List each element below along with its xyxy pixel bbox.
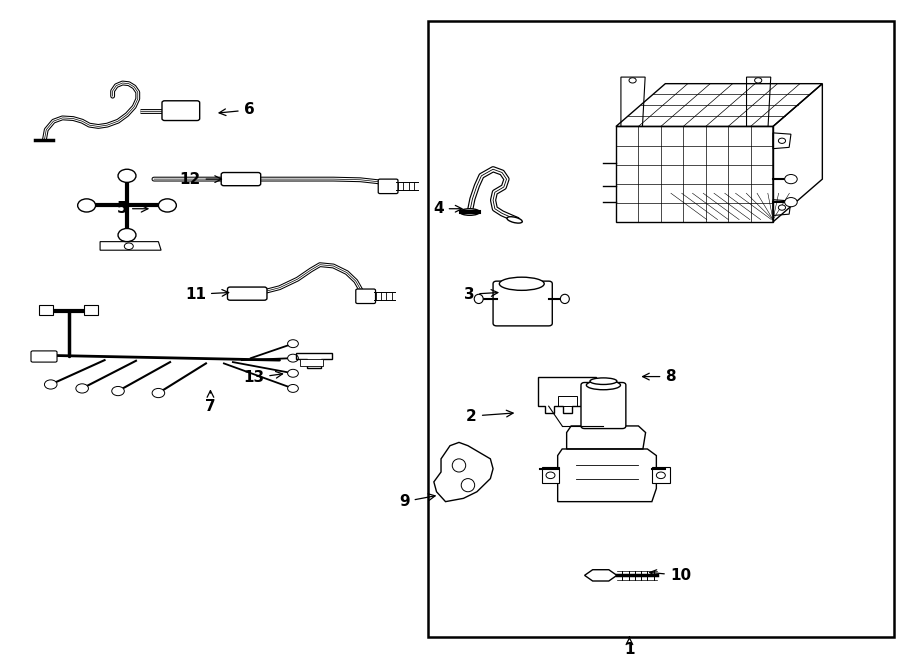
Bar <box>542 467 560 483</box>
Circle shape <box>288 369 299 377</box>
FancyBboxPatch shape <box>493 281 553 326</box>
Circle shape <box>118 169 136 182</box>
Circle shape <box>778 205 786 210</box>
Text: 3: 3 <box>464 287 498 302</box>
FancyBboxPatch shape <box>378 179 398 194</box>
FancyBboxPatch shape <box>228 287 267 300</box>
Text: 8: 8 <box>643 369 676 384</box>
Circle shape <box>546 472 555 479</box>
Text: 10: 10 <box>650 568 691 583</box>
FancyBboxPatch shape <box>221 173 261 186</box>
FancyBboxPatch shape <box>162 100 200 120</box>
Circle shape <box>158 199 176 212</box>
Circle shape <box>778 138 786 143</box>
Ellipse shape <box>452 459 465 472</box>
Circle shape <box>288 340 299 348</box>
Bar <box>39 305 53 315</box>
Ellipse shape <box>590 378 616 385</box>
Circle shape <box>44 380 57 389</box>
Ellipse shape <box>507 217 522 223</box>
Text: 7: 7 <box>205 391 216 414</box>
Ellipse shape <box>461 479 474 492</box>
Bar <box>301 360 322 366</box>
Circle shape <box>76 384 88 393</box>
Bar <box>84 305 98 315</box>
Circle shape <box>785 175 797 184</box>
Circle shape <box>118 229 136 242</box>
Bar <box>428 21 894 637</box>
Circle shape <box>124 243 133 250</box>
Circle shape <box>785 198 797 207</box>
Ellipse shape <box>474 294 483 303</box>
FancyBboxPatch shape <box>31 351 57 362</box>
Circle shape <box>288 354 299 362</box>
Text: 12: 12 <box>179 172 221 186</box>
Text: 5: 5 <box>116 201 148 216</box>
Text: 13: 13 <box>243 370 283 385</box>
Circle shape <box>152 389 165 398</box>
Circle shape <box>77 199 95 212</box>
Text: 4: 4 <box>433 201 462 216</box>
FancyBboxPatch shape <box>581 383 625 428</box>
Circle shape <box>288 385 299 393</box>
Circle shape <box>754 78 761 83</box>
Circle shape <box>629 78 636 83</box>
Ellipse shape <box>500 277 544 290</box>
Text: 6: 6 <box>219 102 255 118</box>
Ellipse shape <box>587 381 620 390</box>
Ellipse shape <box>460 209 480 215</box>
Circle shape <box>656 472 665 479</box>
FancyBboxPatch shape <box>356 289 375 303</box>
Text: 11: 11 <box>185 287 229 302</box>
Bar <box>652 467 670 483</box>
Ellipse shape <box>561 294 570 303</box>
Text: 9: 9 <box>399 494 435 509</box>
Circle shape <box>112 387 124 396</box>
Text: 2: 2 <box>466 408 513 424</box>
Text: 1: 1 <box>625 637 634 657</box>
